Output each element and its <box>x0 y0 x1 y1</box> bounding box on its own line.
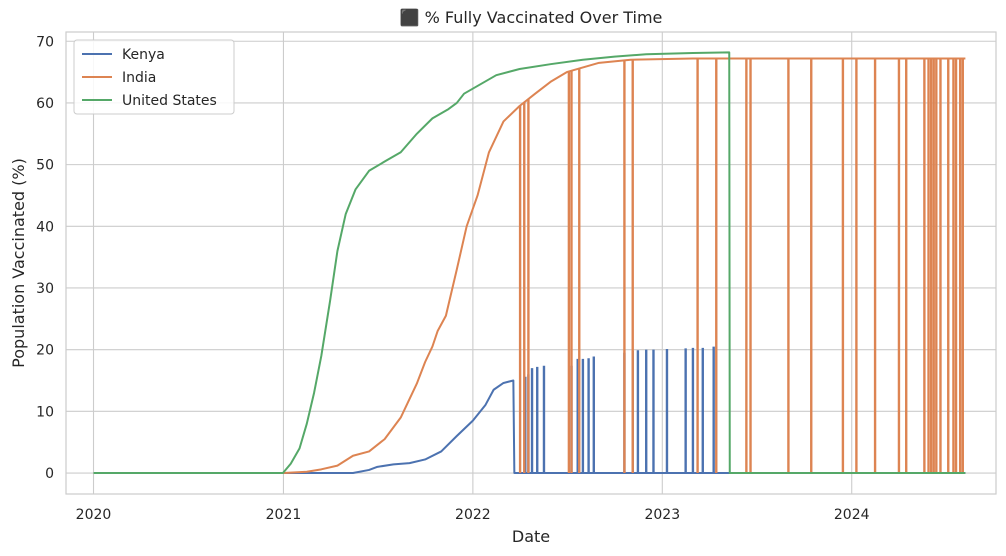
y-tick-label: 70 <box>36 34 54 50</box>
legend-box <box>73 39 235 115</box>
x-tick-label: 2023 <box>644 507 680 523</box>
y-tick-label: 60 <box>36 96 54 112</box>
series-layer <box>93 51 966 475</box>
x-tick-label: 2022 <box>455 507 491 523</box>
chart-title: ⬛ % Fully Vaccinated Over Time <box>400 8 663 27</box>
y-tick-label: 0 <box>45 466 54 482</box>
x-axis-title: Date <box>512 527 550 546</box>
series-line-united-states <box>93 51 966 475</box>
x-tick-label: 2021 <box>266 507 302 523</box>
x-tick-label: 2024 <box>834 507 870 523</box>
legend: Kenya India United States <box>73 39 235 115</box>
x-tick-label: 2020 <box>76 507 112 523</box>
legend-label-united-states: United States <box>122 93 217 109</box>
y-axis-ticks: 0 10 20 30 40 50 60 70 <box>36 34 54 482</box>
y-tick-label: 30 <box>36 281 54 297</box>
y-tick-label: 40 <box>36 219 54 235</box>
legend-label-kenya: Kenya <box>122 47 165 63</box>
y-tick-label: 20 <box>36 343 54 359</box>
y-axis-title: Population Vaccinated (%) <box>9 158 28 368</box>
series-line-kenya <box>93 379 966 475</box>
x-axis-ticks: 2020 2021 2022 2023 2024 <box>76 507 870 523</box>
y-tick-label: 10 <box>36 404 54 420</box>
plot-frame <box>65 31 997 495</box>
legend-label-india: India <box>122 70 156 86</box>
y-tick-label: 50 <box>36 158 54 174</box>
series-line-india <box>93 57 966 475</box>
